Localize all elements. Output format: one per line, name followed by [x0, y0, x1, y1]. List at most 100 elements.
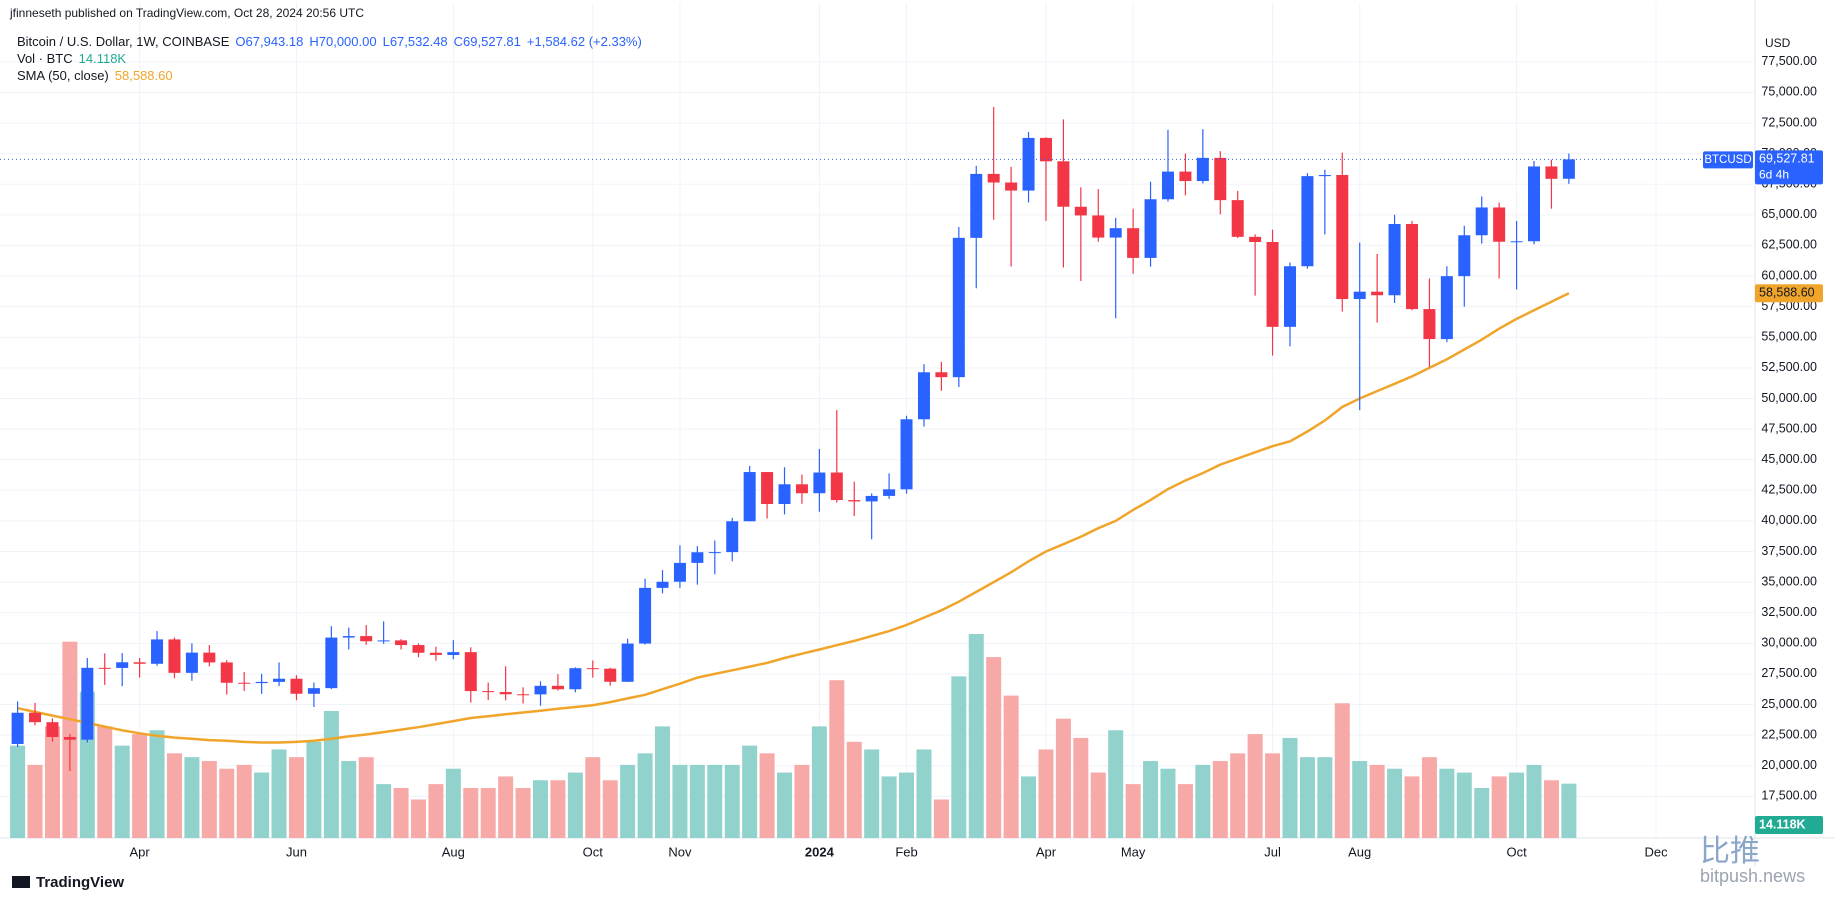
symbol-tag: BTCUSD	[1704, 154, 1751, 166]
x-tick-label: Oct	[583, 844, 604, 859]
candle-body	[1353, 291, 1366, 300]
volume-bar	[393, 787, 409, 838]
volume-bar	[1369, 764, 1385, 838]
sma-value: 58,588.60	[114, 68, 173, 83]
open-label: O67,943.18	[235, 34, 304, 49]
candle-body	[761, 472, 774, 505]
candle-body	[11, 712, 24, 744]
volume-bar	[44, 726, 60, 838]
volume-bar	[1421, 757, 1437, 838]
candle-body	[517, 694, 530, 696]
volume-bar	[1491, 776, 1507, 838]
volume-bar	[1038, 749, 1054, 838]
candle-body	[1214, 157, 1227, 201]
y-tick-label: 27,500.00	[1761, 666, 1817, 680]
volume-bar	[219, 768, 235, 838]
candle-body	[1493, 207, 1506, 242]
y-tick-label: 57,500.00	[1761, 299, 1817, 313]
volume-bar	[567, 772, 583, 838]
candle-body	[360, 636, 373, 642]
candle-body	[429, 652, 442, 655]
volume-bar	[759, 753, 775, 838]
candle-body	[970, 173, 983, 238]
candle-body	[1336, 175, 1349, 300]
y-tick-label: 60,000.00	[1761, 268, 1817, 282]
candle-body	[63, 736, 76, 740]
candle-body	[1092, 215, 1105, 238]
volume-bar	[236, 764, 252, 838]
volume-bar	[550, 780, 566, 838]
volume-bar	[1317, 757, 1333, 838]
candle-body	[1510, 241, 1523, 243]
candle-body	[290, 678, 303, 694]
candle-body	[1127, 228, 1140, 258]
volume-bar	[114, 745, 130, 838]
volume-bar	[1108, 730, 1124, 838]
y-tick-label: 62,500.00	[1761, 238, 1817, 252]
volume-bar	[1195, 764, 1211, 838]
y-tick-label: 32,500.00	[1761, 605, 1817, 619]
candle-body	[1301, 176, 1314, 267]
candle-body	[98, 667, 111, 669]
volume-bar	[463, 787, 479, 838]
volume-bar	[288, 757, 304, 838]
sma-name: SMA (50, close)	[17, 68, 109, 83]
candle-body	[395, 640, 408, 646]
volume-bar	[1055, 718, 1071, 838]
candle-body	[447, 652, 460, 655]
volume-bar	[689, 764, 705, 838]
volume-bar	[376, 784, 392, 838]
volume-bar	[951, 676, 967, 838]
candle-body	[569, 668, 582, 690]
volume-name: Vol · BTC	[17, 51, 73, 66]
y-tick-label: 42,500.00	[1761, 483, 1817, 497]
candle-body	[865, 495, 878, 502]
candle-body	[1109, 228, 1122, 238]
candle-body	[935, 372, 948, 378]
candle-body	[482, 691, 495, 693]
candle-body	[1423, 309, 1436, 340]
x-tick-label: Oct	[1506, 844, 1527, 859]
volume-bar	[1334, 703, 1350, 838]
logo-icon	[12, 876, 30, 888]
volume-bar	[306, 741, 322, 838]
volume-bar	[1474, 787, 1490, 838]
candle-body	[743, 472, 756, 522]
volume-value: 14.118K	[78, 51, 127, 66]
volume-bar	[1003, 695, 1019, 838]
candle-body	[133, 662, 146, 664]
volume-bar	[724, 764, 740, 838]
y-tick-label: 75,000.00	[1761, 85, 1817, 99]
candle-body	[1057, 161, 1070, 207]
candle-body	[273, 678, 286, 682]
volume-bar	[777, 772, 793, 838]
candle-body	[917, 372, 930, 420]
candle-body	[342, 636, 355, 638]
candle-body	[987, 173, 1000, 183]
candle-body	[1249, 236, 1262, 242]
volume-bar	[1352, 761, 1368, 838]
volume-bar	[201, 761, 217, 838]
volume-bar	[533, 780, 548, 838]
y-tick-label: 52,500.00	[1761, 360, 1817, 374]
volume-bar	[933, 799, 949, 838]
volume-bar	[515, 787, 531, 838]
candle-body	[1406, 223, 1418, 310]
volume-bar	[1282, 737, 1298, 838]
candle-body	[639, 587, 652, 644]
y-tick-label: 35,000.00	[1761, 574, 1817, 588]
volume-bar	[1543, 780, 1559, 838]
footer-bar	[0, 866, 1835, 901]
candle-body	[586, 668, 599, 670]
candle-body	[1179, 171, 1192, 182]
price-countdown: 6d 4h	[1759, 168, 1789, 182]
x-tick-label: Aug	[1348, 844, 1371, 859]
volume-tag: 14.118K	[1759, 817, 1806, 831]
footer-logo: TradingView	[12, 874, 130, 891]
volume-bar	[637, 753, 653, 838]
volume-bar	[1143, 761, 1159, 838]
volume-bar	[881, 776, 897, 838]
volume-bar	[271, 749, 287, 838]
sma-tag-bg	[1755, 284, 1823, 303]
volume-bar	[480, 787, 496, 838]
